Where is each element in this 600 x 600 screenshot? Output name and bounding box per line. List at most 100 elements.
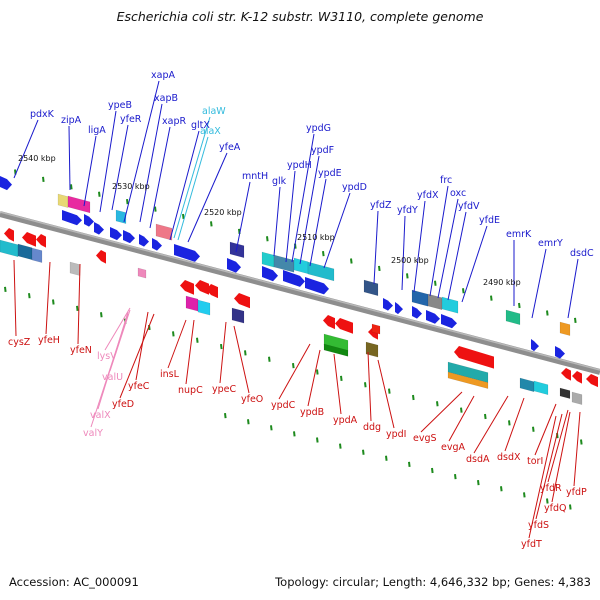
forward-gene-arrow xyxy=(174,244,200,262)
gene-label-dsdC: dsdC xyxy=(570,248,594,259)
topology-stats-text: Topology: circular; Length: 4,646,332 bp… xyxy=(275,575,591,589)
gene-label-yfeC: yfeC xyxy=(128,381,150,392)
feature-box xyxy=(371,323,381,335)
feature-box xyxy=(115,209,127,224)
gene-label-yfeR: yfeR xyxy=(120,114,142,125)
reverse-gene-arrow xyxy=(586,374,598,388)
scale-label: 2520 kbp xyxy=(204,208,242,217)
gene-label-lysV: lysV xyxy=(97,351,117,362)
gene-label-zipA: zipA xyxy=(61,115,82,126)
feature-box xyxy=(57,193,69,208)
tick-mark-upper xyxy=(462,288,465,294)
leader-line xyxy=(367,351,372,422)
gene-label-ypdI: ypdI xyxy=(386,429,406,440)
feature-box xyxy=(571,391,583,405)
leader-line xyxy=(323,192,351,269)
tick-mark-lower xyxy=(546,498,549,504)
gene-labels: pdxK zipA ligA ypeB yfeR xapA xapB xapR gltX alaW… xyxy=(8,70,594,550)
leader-line xyxy=(278,343,311,400)
leader-line xyxy=(401,215,406,291)
gene-label-yfdV: yfdV xyxy=(458,201,480,212)
gene-label-yfdY: yfdY xyxy=(397,205,418,216)
gene-label-yfeO: yfeO xyxy=(241,394,263,405)
tick-mark-lower xyxy=(316,437,319,443)
tick-mark-upper xyxy=(322,250,325,257)
feature-box xyxy=(185,295,199,312)
forward-gene-arrow xyxy=(227,258,241,273)
tick-mark-upper xyxy=(42,176,45,183)
leader-line xyxy=(420,391,463,433)
tick-mark-lower xyxy=(532,426,535,432)
forward-gene-arrow xyxy=(441,314,457,329)
leader-line xyxy=(83,135,97,207)
tick-mark-lower xyxy=(52,299,55,305)
gene-label-insL: insL xyxy=(160,369,180,380)
leader-line xyxy=(149,126,171,229)
forward-gene-arrow xyxy=(531,339,539,352)
forward-gene-arrow xyxy=(152,238,162,251)
forward-gene-arrow xyxy=(412,306,422,319)
leader-line xyxy=(299,155,320,265)
forward-gene-arrow xyxy=(139,234,149,247)
gene-label-evgA: evgA xyxy=(441,442,465,453)
forward-gene-arrow xyxy=(305,277,329,295)
gene-label-alaX: alaX xyxy=(200,126,221,137)
reverse-gene-arrow xyxy=(323,315,335,330)
gene-label-valX: valX xyxy=(90,410,111,421)
leader-line xyxy=(333,353,342,415)
tick-mark-upper xyxy=(406,273,409,279)
gene-label-torI: torI xyxy=(527,456,543,467)
forward-gene-arrow xyxy=(262,266,278,282)
reverse-gene-arrow xyxy=(36,234,46,248)
reverse-gene-arrow xyxy=(22,232,36,247)
tick-mark-lower xyxy=(508,420,511,426)
scale-label: 2500 kbp xyxy=(391,256,429,265)
gene-label-ypdC: ypdC xyxy=(271,400,296,411)
backbone-highlight xyxy=(0,211,600,371)
gene-label-frc: frc xyxy=(440,175,452,186)
tick-marks xyxy=(4,169,583,510)
tick-mark-lower xyxy=(316,369,319,375)
tick-mark-upper xyxy=(546,310,549,316)
tick-mark-lower xyxy=(196,337,199,343)
reverse-gene-arrow xyxy=(454,346,494,369)
feature-box xyxy=(137,267,147,279)
tick-mark-lower xyxy=(460,407,463,413)
tick-mark-lower xyxy=(4,286,7,292)
leader-line xyxy=(447,211,467,301)
leader-line xyxy=(567,258,579,319)
tick-mark-lower xyxy=(454,473,457,480)
tick-mark-lower xyxy=(412,394,415,401)
tick-mark-lower xyxy=(500,486,503,492)
reverse-gene-arrow xyxy=(335,318,353,334)
reverse-gene-arrow xyxy=(234,293,250,309)
leader-line xyxy=(45,261,51,335)
tick-mark-lower xyxy=(292,363,295,369)
gene-label-yfdX: yfdX xyxy=(417,190,439,201)
tick-mark-lower xyxy=(484,413,487,420)
leader-line xyxy=(99,110,117,213)
feature-box xyxy=(505,309,521,326)
leader-line xyxy=(169,130,200,241)
gene-label-glk: glk xyxy=(272,176,287,187)
tick-mark-lower xyxy=(172,331,175,337)
tick-mark-upper xyxy=(490,295,493,301)
tick-mark-lower xyxy=(408,461,411,468)
tick-mark-lower xyxy=(436,401,439,407)
forward-gene-arrow xyxy=(94,222,104,235)
gene-label-xapB: xapB xyxy=(154,93,178,104)
feature-box xyxy=(67,195,91,214)
feature-box xyxy=(155,223,173,241)
tick-mark-upper xyxy=(98,191,101,197)
feature-box xyxy=(447,371,489,389)
leader-line xyxy=(68,125,71,191)
feature-box xyxy=(559,321,571,336)
feature-box xyxy=(229,241,245,259)
gene-label-yfdS: yfdS xyxy=(528,520,549,531)
gene-label-yfdR: yfdR xyxy=(540,483,562,494)
tick-mark-lower xyxy=(364,382,367,388)
leader-line xyxy=(111,124,129,211)
gene-label-ypdG: ypdG xyxy=(306,123,331,134)
leader-line xyxy=(291,133,315,263)
leader-line xyxy=(235,181,251,253)
